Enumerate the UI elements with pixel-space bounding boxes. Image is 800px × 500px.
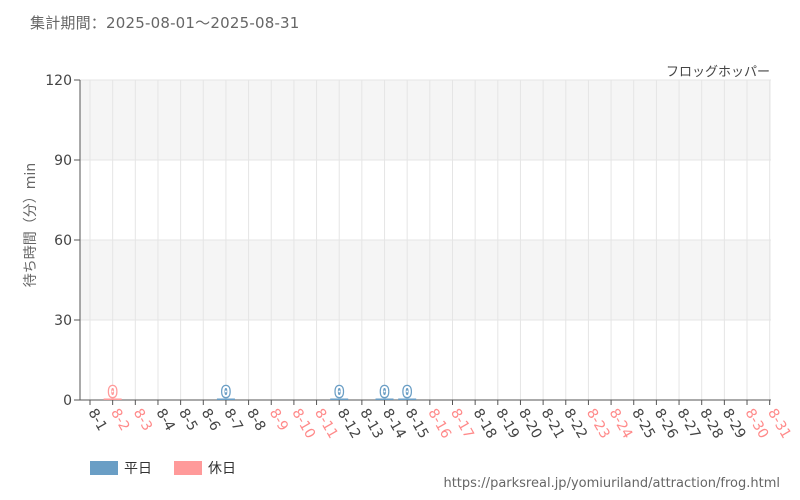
x-tick-label: 8-31 (764, 406, 794, 442)
legend-swatch-holiday (174, 461, 202, 475)
x-tick-label: 8-12 (334, 406, 364, 442)
x-tick-label: 8-5 (175, 406, 200, 434)
legend: 平日 休日 (90, 458, 258, 478)
x-tick-label: 8-10 (288, 406, 318, 442)
data-label-8-12: 0 (335, 383, 344, 401)
x-tick-label: 8-3 (130, 406, 155, 434)
y-tick-label: 60 (54, 233, 72, 249)
x-tick-label: 8-11 (311, 406, 341, 442)
legend-item-holiday[interactable]: 休日 (174, 458, 236, 478)
x-tick-label: 8-18 (470, 406, 500, 442)
attraction-name: フロッグホッパー (665, 65, 770, 80)
bar-8-7 (216, 398, 235, 400)
x-tick-label: 8-9 (266, 406, 291, 434)
source-link[interactable]: https://parksreal.jp/yomiuriland/attract… (443, 476, 780, 491)
x-tick-label: 8-27 (674, 406, 704, 442)
legend-item-weekday[interactable]: 平日 (90, 458, 152, 478)
y-tick-label: 120 (45, 73, 72, 89)
x-tick-label: 8-13 (356, 406, 386, 442)
x-tick-label: 8-19 (492, 406, 522, 442)
collection-period: 集計期間：2025-08-01～2025-08-31 (30, 14, 300, 32)
x-tick-label: 8-21 (538, 406, 568, 442)
x-tick-label: 8-30 (742, 406, 772, 442)
x-tick-label: 8-29 (719, 406, 749, 442)
data-label-8-14: 0 (380, 383, 389, 401)
x-tick-label: 8-7 (220, 406, 245, 434)
y-tick-label: 0 (63, 393, 72, 409)
x-tick-label: 8-17 (447, 406, 477, 442)
bar-8-2 (103, 398, 122, 400)
y-tick-label: 90 (54, 153, 72, 169)
x-tick-label: 8-8 (243, 406, 268, 434)
x-tick-label: 8-20 (515, 406, 545, 442)
bar-8-12 (330, 398, 349, 400)
x-tick-label: 8-25 (628, 406, 658, 442)
x-tick-label: 8-2 (107, 406, 132, 434)
data-label-8-2: 0 (108, 383, 117, 401)
grid-band (80, 240, 771, 320)
x-tick-label: 8-6 (198, 406, 223, 434)
x-tick-label: 8-23 (583, 406, 613, 442)
data-label-8-7: 0 (221, 383, 230, 401)
legend-label-weekday: 平日 (124, 461, 152, 477)
data-label-8-15: 0 (403, 383, 412, 401)
x-tick-label: 8-15 (402, 406, 432, 442)
bar-8-15 (398, 398, 417, 400)
y-tick-label: 30 (54, 313, 72, 329)
x-tick-label: 8-4 (153, 406, 178, 434)
x-tick-label: 8-22 (560, 406, 590, 442)
legend-label-holiday: 休日 (208, 461, 236, 477)
legend-swatch-weekday (90, 461, 118, 475)
x-tick-label: 8-1 (85, 406, 110, 434)
x-tick-label: 8-28 (696, 406, 726, 442)
bar-8-14 (375, 398, 394, 400)
grid-band (80, 80, 771, 160)
